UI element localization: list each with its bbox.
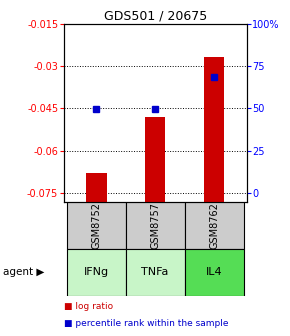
Polygon shape	[185, 249, 244, 296]
Text: TNFa: TNFa	[142, 267, 169, 277]
Polygon shape	[185, 202, 244, 249]
Text: IL4: IL4	[206, 267, 222, 277]
Text: GSM8757: GSM8757	[150, 202, 160, 249]
Polygon shape	[67, 249, 126, 296]
Bar	[86, 173, 106, 202]
Bar	[204, 57, 224, 202]
Polygon shape	[126, 249, 185, 296]
Text: GSM8762: GSM8762	[209, 202, 219, 249]
Text: agent ▶: agent ▶	[3, 267, 44, 277]
Title: GDS501 / 20675: GDS501 / 20675	[104, 9, 207, 23]
Text: IFNg: IFNg	[84, 267, 109, 277]
Text: ■ percentile rank within the sample: ■ percentile rank within the sample	[64, 319, 228, 328]
Text: GSM8752: GSM8752	[91, 202, 101, 249]
Polygon shape	[67, 202, 126, 249]
Bar	[145, 117, 166, 202]
Text: ■ log ratio: ■ log ratio	[64, 302, 113, 311]
Polygon shape	[126, 202, 185, 249]
